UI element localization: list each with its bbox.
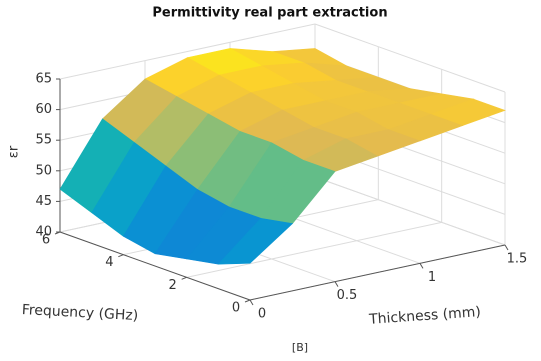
z-tick-label: 60 — [35, 102, 52, 117]
y-tick-label: 4 — [105, 255, 113, 270]
x-axis-label: Thickness (mm) — [368, 304, 482, 328]
z-tick-label: 50 — [35, 163, 52, 178]
y-tick — [244, 299, 251, 303]
z-tick-label: 55 — [35, 133, 52, 148]
axis-line — [249, 244, 506, 301]
y-tick-label: 0 — [232, 301, 240, 316]
y-grid-line — [186, 221, 442, 278]
x-tick — [249, 299, 254, 306]
z-grid-line — [314, 23, 506, 93]
z-tick-label: 40 — [35, 225, 52, 240]
y-axis-label: Frequency (GHz) — [21, 302, 138, 324]
x-tick — [419, 263, 424, 269]
y-tick — [181, 276, 187, 280]
z-tick-label: 65 — [35, 72, 52, 87]
x-tick-label: 1.5 — [507, 252, 528, 267]
x-tick — [334, 281, 339, 287]
y-tick — [54, 231, 61, 235]
caption: [B] — [292, 341, 308, 354]
chart-title: Permittivity real part extraction — [152, 6, 387, 21]
z-axis-label: εr — [7, 145, 22, 158]
y-tick — [118, 254, 124, 258]
x-grid-line — [314, 176, 506, 246]
y-tick-label: 6 — [42, 233, 50, 248]
x-tick — [504, 244, 509, 251]
x-tick-label: 1 — [428, 270, 436, 285]
z-tick-label: 45 — [35, 194, 52, 209]
surface-patch — [217, 217, 294, 265]
x-tick-label: 0.5 — [337, 288, 358, 303]
axis-line — [59, 231, 251, 301]
z-grid-line — [59, 23, 316, 80]
x-tick-label: 0 — [258, 307, 266, 322]
y-tick-label: 2 — [169, 278, 177, 293]
